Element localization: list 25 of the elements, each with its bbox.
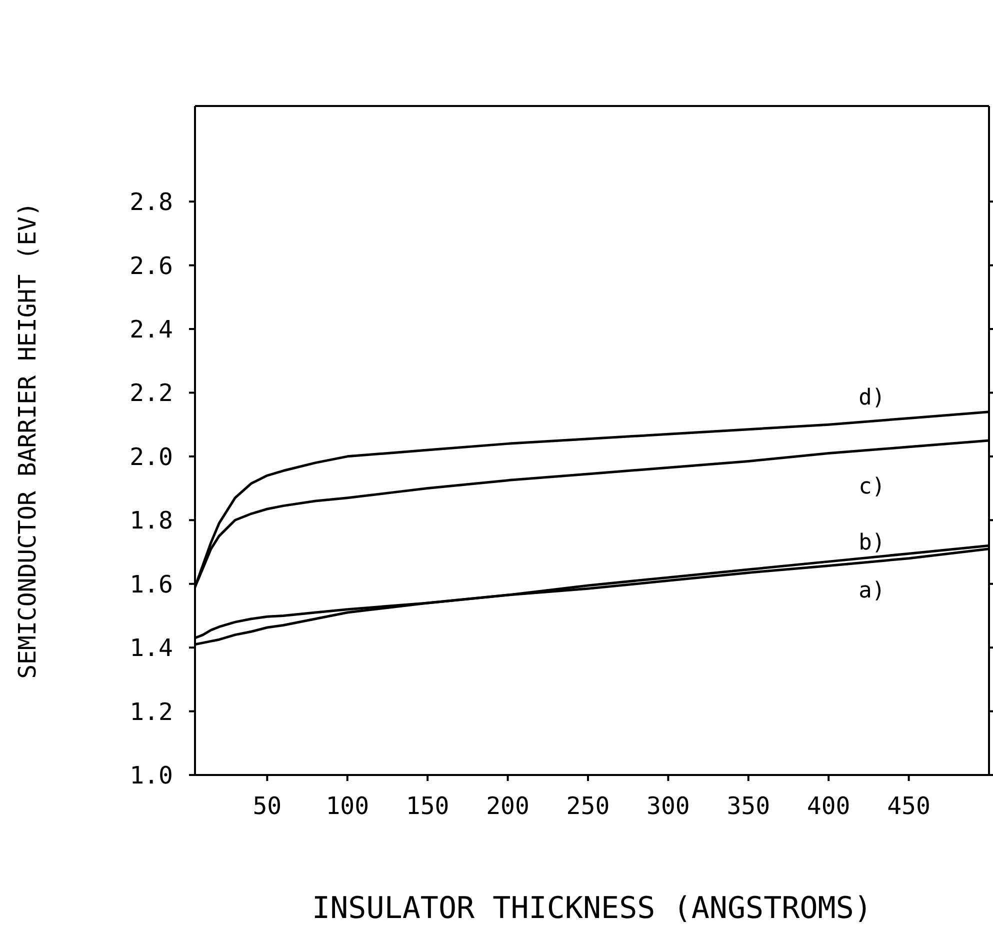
x-tick-label: 250 xyxy=(566,792,610,820)
x-tick-label: 350 xyxy=(726,792,770,820)
x-tick-label: 50 xyxy=(252,792,282,820)
x-tick-label: 400 xyxy=(806,792,850,820)
x-tick-label: 300 xyxy=(646,792,690,820)
y-tick-label: 1.8 xyxy=(130,506,173,535)
series-label: d) xyxy=(858,386,886,411)
y-tick-label: 1.6 xyxy=(130,570,173,598)
series-label: a) xyxy=(858,578,886,604)
y-tick-label: 2.6 xyxy=(130,252,173,280)
series-label: c) xyxy=(858,474,886,500)
x-tick-label: 450 xyxy=(887,792,930,820)
y-tick-label: 1.4 xyxy=(130,634,173,662)
x-tick-label: 100 xyxy=(326,792,370,820)
y-tick-label: 2.0 xyxy=(130,442,173,471)
y-tick-label: 1.2 xyxy=(130,698,173,726)
y-axis-title: SEMICONDUCTOR BARRIER HEIGHT (EV) xyxy=(14,202,42,679)
x-axis-title: INSULATOR THICKNESS (ANGSTROMS) xyxy=(312,891,872,926)
y-tick-label: 1.0 xyxy=(130,762,173,790)
y-tick-label: 2.8 xyxy=(130,188,173,216)
x-tick-label: 200 xyxy=(486,792,530,820)
y-tick-label: 2.2 xyxy=(130,379,173,408)
series-label: b) xyxy=(858,530,886,556)
y-tick-label: 2.4 xyxy=(130,316,173,344)
x-tick-label: 150 xyxy=(406,792,450,820)
